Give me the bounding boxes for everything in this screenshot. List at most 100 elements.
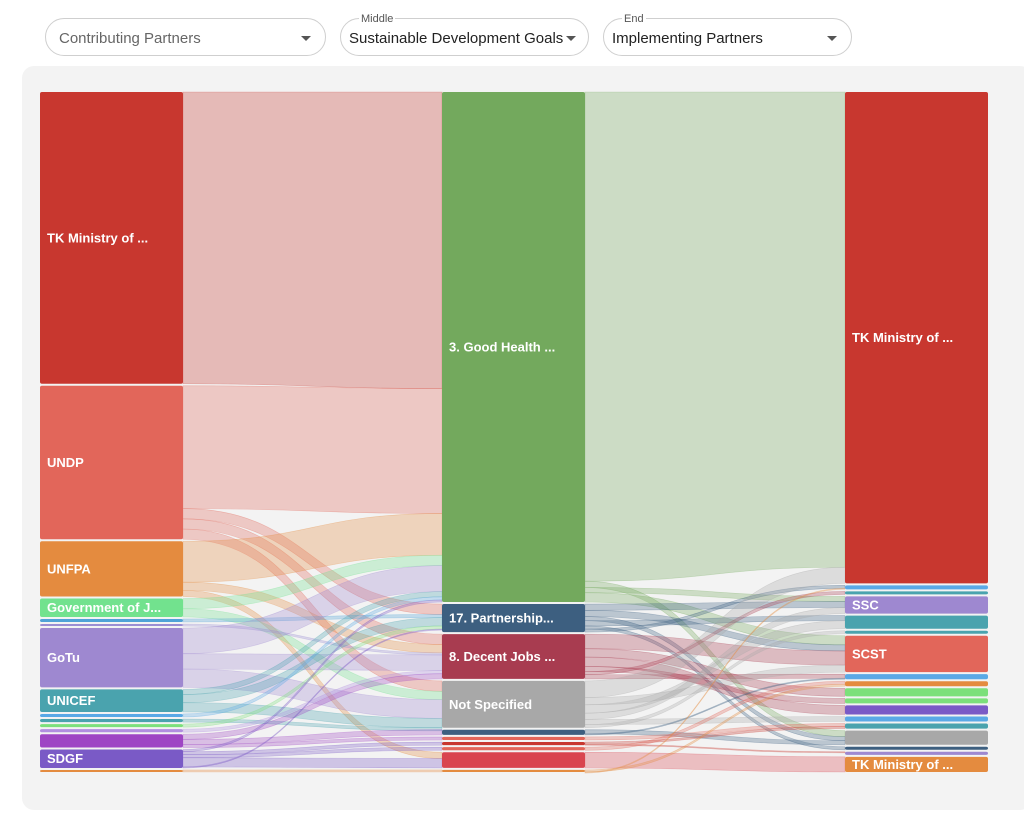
sankey-node-s_unicef[interactable]: UNICEF <box>40 689 183 712</box>
sankey-node-m_b[interactable] <box>442 736 585 741</box>
sankey-node-e_ssc[interactable]: SSC <box>845 596 988 614</box>
sankey-node-rect[interactable] <box>40 598 183 617</box>
sankey-node-e_tk[interactable]: TK Ministry of ... <box>845 92 988 584</box>
sankey-node-rect[interactable] <box>40 541 183 597</box>
sankey-link-m_ns-e_ssc[interactable] <box>584 607 846 720</box>
sankey-node-rect[interactable] <box>40 734 183 748</box>
sankey-link-s_g-m_decent[interactable] <box>182 673 443 740</box>
sankey-node-rect[interactable] <box>40 719 183 723</box>
sankey-node-rect[interactable] <box>845 698 988 704</box>
sankey-node-rect[interactable] <box>442 752 585 768</box>
sankey-link-m_ns-e_d[interactable] <box>584 630 846 729</box>
sankey-node-s_f[interactable] <box>40 729 183 733</box>
sankey-node-rect[interactable] <box>442 604 585 633</box>
sankey-node-s_tk[interactable]: TK Ministry of ... <box>40 92 183 384</box>
sankey-node-rect[interactable] <box>845 674 988 680</box>
sankey-node-rect[interactable] <box>40 713 183 718</box>
start-filter-dropdown[interactable]: Contributing Partners <box>45 18 326 56</box>
sankey-link-s_sdgf-m_health[interactable] <box>182 599 443 752</box>
sankey-node-rect[interactable] <box>845 751 988 755</box>
sankey-node-rect[interactable] <box>845 756 988 772</box>
sankey-node-rect[interactable] <box>845 596 988 614</box>
sankey-link-m_part-e_a[interactable] <box>584 585 846 633</box>
sankey-node-e_tk2[interactable]: TK Ministry of ... <box>845 756 988 772</box>
sankey-link-s_unicef-m_ns[interactable] <box>182 702 443 729</box>
sankey-node-m_e[interactable] <box>442 752 585 768</box>
sankey-node-rect[interactable] <box>845 730 988 745</box>
sankey-node-m_f[interactable] <box>442 769 585 772</box>
sankey-node-e_h[interactable] <box>845 698 988 704</box>
sankey-node-rect[interactable] <box>40 769 183 772</box>
sankey-link-m_a-e_l[interactable] <box>584 729 846 746</box>
sankey-link-m_decent-e_i[interactable] <box>584 656 846 715</box>
sankey-node-s_unfpa[interactable]: UNFPA <box>40 541 183 597</box>
sankey-link-s_tk-m_health[interactable] <box>182 91 443 389</box>
sankey-node-rect[interactable] <box>40 624 183 627</box>
sankey-node-rect[interactable] <box>845 615 988 629</box>
sankey-node-rect[interactable] <box>845 591 988 595</box>
sankey-node-rect[interactable] <box>40 724 183 728</box>
sankey-node-s_sdgf[interactable]: SDGF <box>40 749 183 768</box>
sankey-link-s_g-m_a[interactable] <box>182 729 443 745</box>
sankey-link-m_decent-e_h[interactable] <box>584 666 846 704</box>
sankey-node-rect[interactable] <box>845 585 988 590</box>
sankey-node-s_gov[interactable]: Government of J... <box>40 598 183 617</box>
sankey-node-rect[interactable] <box>442 634 585 679</box>
sankey-node-e_n[interactable] <box>845 751 988 755</box>
sankey-link-m_c-e_k[interactable] <box>584 726 846 745</box>
sankey-node-e_b[interactable] <box>845 591 988 595</box>
sankey-link-s_sdgf-m_d[interactable] <box>182 746 443 759</box>
sankey-node-m_a[interactable] <box>442 729 585 735</box>
sankey-node-m_d[interactable] <box>442 747 585 751</box>
sankey-node-rect[interactable] <box>845 92 988 584</box>
sankey-node-s_gotu[interactable]: GoTu <box>40 628 183 688</box>
end-filter-dropdown[interactable]: End Implementing Partners <box>603 14 852 56</box>
sankey-node-rect[interactable] <box>40 618 183 623</box>
middle-filter-dropdown[interactable]: Middle Sustainable Development Goals <box>340 14 589 56</box>
sankey-link-m_ns-e_tk[interactable] <box>584 566 846 698</box>
sankey-link-m_ns-e_c[interactable] <box>584 620 846 714</box>
sankey-node-rect[interactable] <box>845 723 988 729</box>
sankey-node-m_ns[interactable]: Not Specified <box>442 680 585 728</box>
sankey-node-m_decent[interactable]: 8. Decent Jobs ... <box>442 634 585 679</box>
sankey-link-m_ns-e_scst[interactable] <box>584 664 846 706</box>
sankey-node-rect[interactable] <box>845 630 988 634</box>
sankey-node-rect[interactable] <box>40 729 183 733</box>
sankey-link-m_e-e_tk2[interactable] <box>584 752 846 773</box>
sankey-node-s_b[interactable] <box>40 624 183 627</box>
sankey-node-rect[interactable] <box>442 747 585 751</box>
sankey-node-s_c[interactable] <box>40 713 183 718</box>
sankey-link-m_decent-e_b[interactable] <box>584 591 846 676</box>
sankey-node-e_a[interactable] <box>845 585 988 590</box>
sankey-node-e_g[interactable] <box>845 688 988 697</box>
sankey-node-s_d[interactable] <box>40 719 183 723</box>
sankey-node-rect[interactable] <box>40 628 183 688</box>
sankey-node-e_f[interactable] <box>845 681 988 687</box>
sankey-node-rect[interactable] <box>40 92 183 384</box>
sankey-node-m_health[interactable]: 3. Good Health ... <box>442 92 585 603</box>
sankey-link-s_g-m_b[interactable] <box>182 736 443 748</box>
sankey-node-rect[interactable] <box>845 705 988 715</box>
sankey-node-e_k[interactable] <box>845 723 988 729</box>
sankey-node-rect[interactable] <box>442 729 585 735</box>
sankey-node-e_c[interactable] <box>845 615 988 629</box>
sankey-node-rect[interactable] <box>40 749 183 768</box>
sankey-link-s_sdgf-m_e[interactable] <box>182 757 443 769</box>
sankey-node-e_l[interactable] <box>845 730 988 745</box>
sankey-node-rect[interactable] <box>40 385 183 540</box>
sankey-node-e_j[interactable] <box>845 716 988 722</box>
sankey-node-rect[interactable] <box>442 680 585 728</box>
sankey-link-s_undp-m_health[interactable] <box>182 385 443 514</box>
sankey-node-s_g[interactable] <box>40 734 183 748</box>
sankey-node-rect[interactable] <box>442 769 585 772</box>
sankey-link-s_sdgf-m_c[interactable] <box>182 741 443 755</box>
sankey-link-m_decent-e_g[interactable] <box>584 648 846 697</box>
sankey-link-m_health-e_tk[interactable] <box>584 91 846 582</box>
sankey-node-e_scst[interactable]: SCST <box>845 635 988 673</box>
sankey-node-s_a[interactable] <box>40 618 183 623</box>
sankey-node-e_e[interactable] <box>845 674 988 680</box>
sankey-link-m_ns-e_j[interactable] <box>584 716 846 725</box>
sankey-node-s_e[interactable] <box>40 724 183 728</box>
sankey-link-m_decent-e_e[interactable] <box>584 673 846 680</box>
sankey-node-rect[interactable] <box>442 92 585 603</box>
